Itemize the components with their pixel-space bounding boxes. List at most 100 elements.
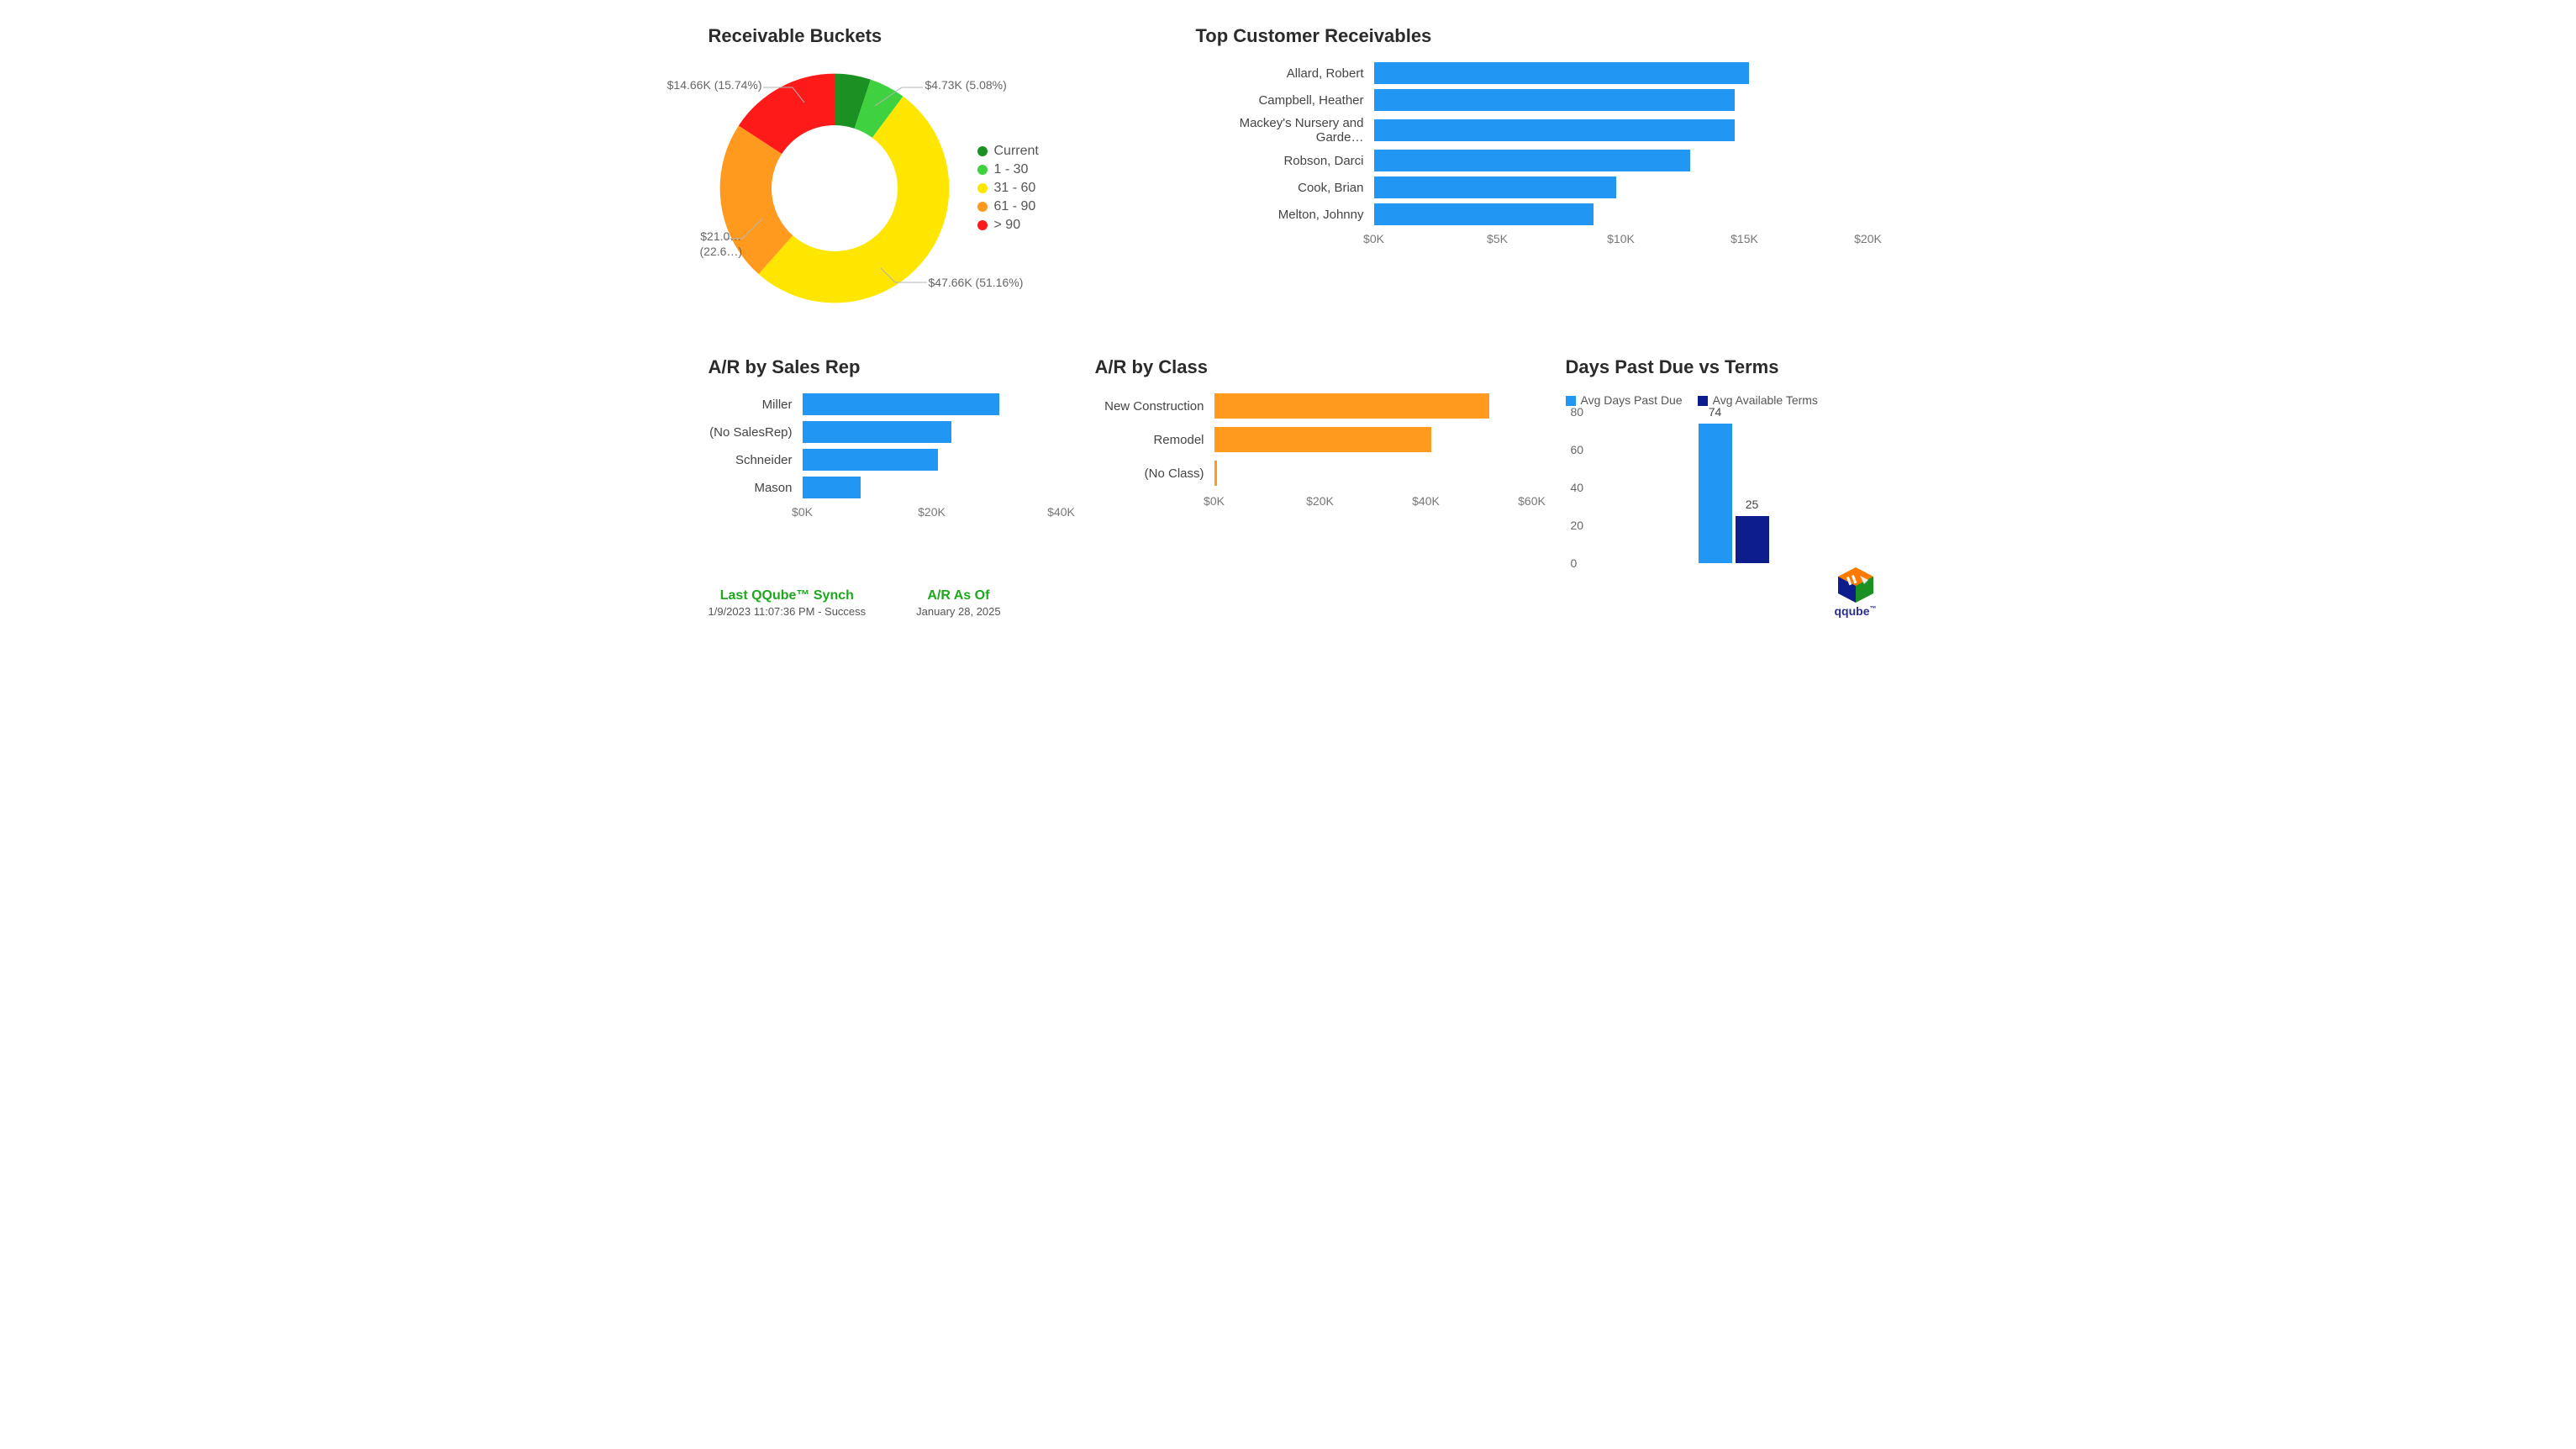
axis-tick: 80 (1571, 405, 1584, 419)
bar-label: Robson, Darci (1196, 154, 1374, 168)
donut-label-6190: $21.0… (22.6…) (700, 229, 743, 259)
class-bars: New Construction Remodel (No Class) (1095, 393, 1532, 486)
ar-salesrep-title: A/R by Sales Rep (709, 356, 1061, 378)
bar-fill[interactable] (1374, 150, 1690, 171)
footer-asof: A/R As Of January 28, 2025 (916, 588, 1000, 618)
axis-tick: $5K (1487, 232, 1508, 245)
bar-fill[interactable] (1374, 119, 1735, 141)
bar-row: Allard, Robert (1196, 62, 1868, 84)
legend-swatch-icon (1698, 396, 1708, 406)
ar-class-panel: A/R by Class New Construction Remodel (No … (1095, 348, 1532, 563)
bar-fill[interactable] (803, 393, 1000, 415)
dashboard: Receivable Buckets Current 1 - 30 31 - 60 6… (675, 0, 1902, 626)
bar-label: Campbell, Heather (1196, 93, 1374, 108)
top-customers-panel: Top Customer Receivables Allard, Robert C… (1196, 17, 1868, 314)
legend-item[interactable]: Current (977, 144, 1039, 159)
footer-synch-title: Last QQube™ Synch (709, 588, 867, 603)
legend-swatch-icon (977, 202, 988, 212)
bar-row: Melton, Johnny (1196, 203, 1868, 225)
axis-tick: $40K (1412, 494, 1440, 508)
bar-fill[interactable] (803, 477, 861, 498)
bar-fill[interactable] (1214, 427, 1431, 452)
days-column-chart: 0204060807425 (1599, 412, 1868, 563)
legend-label: > 90 (994, 218, 1021, 233)
column-value: 74 (1709, 405, 1722, 419)
axis-tick: 40 (1571, 481, 1584, 494)
footer-synch-value: 1/9/2023 11:07:36 PM - Success (709, 605, 867, 618)
ar-class-title: A/R by Class (1095, 356, 1532, 378)
donut-label-3160: $47.66K (51.16%) (929, 275, 1024, 290)
axis-tick: $20K (1306, 494, 1334, 508)
legend-label: Avg Days Past Due (1581, 393, 1683, 407)
column-bar[interactable]: 25 (1736, 516, 1769, 563)
column-bar[interactable]: 74 (1699, 424, 1732, 564)
days-title: Days Past Due vs Terms (1566, 356, 1868, 378)
footer: Last QQube™ Synch 1/9/2023 11:07:36 PM -… (709, 588, 1868, 618)
axis-tick: 0 (1571, 556, 1578, 570)
bar-label: Miller (709, 398, 803, 412)
bar-row: Schneider (709, 449, 1061, 471)
bar-label: (No Class) (1095, 466, 1214, 481)
legend-item[interactable]: > 90 (977, 218, 1039, 233)
legend-item[interactable]: 61 - 90 (977, 199, 1039, 214)
bar-label: Schneider (709, 453, 803, 467)
qqube-logo-icon (1835, 566, 1877, 604)
days-panel: Days Past Due vs Terms Avg Days Past Due… (1566, 348, 1868, 563)
donut-label-90plus: $14.66K (15.74%) (661, 77, 762, 92)
axis-tick: $0K (1204, 494, 1225, 508)
bar-row: Campbell, Heather (1196, 89, 1868, 111)
legend-swatch-icon (977, 220, 988, 230)
bar-label: Cook, Brian (1196, 181, 1374, 195)
bar-fill[interactable] (1214, 461, 1217, 486)
axis-tick: 20 (1571, 519, 1584, 532)
legend-label: 1 - 30 (994, 162, 1029, 177)
bar-fill[interactable] (1374, 203, 1594, 225)
axis-tick: $15K (1731, 232, 1758, 245)
column-value: 25 (1746, 498, 1759, 511)
qqube-logo: qqube™ (1835, 566, 1877, 618)
bar-label: (No SalesRep) (709, 425, 803, 440)
footer-asof-title: A/R As Of (916, 588, 1000, 603)
legend-swatch-icon (977, 165, 988, 175)
legend-item[interactable]: 31 - 60 (977, 181, 1039, 196)
bar-row: Mason (709, 477, 1061, 498)
receivable-buckets-panel: Receivable Buckets Current 1 - 30 31 - 60 6… (709, 17, 1146, 314)
bar-fill[interactable] (803, 421, 951, 443)
customers-axis: $0K$5K$10K$15K$20K (1374, 232, 1868, 249)
receivable-buckets-title: Receivable Buckets (709, 25, 1146, 47)
axis-tick: $20K (918, 505, 946, 519)
top-row: Receivable Buckets Current 1 - 30 31 - 60 6… (709, 17, 1868, 314)
legend-label: Avg Available Terms (1713, 393, 1818, 407)
bar-row: (No Class) (1095, 461, 1532, 486)
ar-salesrep-panel: A/R by Sales Rep Miller (No SalesRep) Schn… (709, 348, 1061, 563)
legend-item[interactable]: 1 - 30 (977, 162, 1039, 177)
donut-chart (709, 62, 961, 314)
bar-row: Robson, Darci (1196, 150, 1868, 171)
axis-tick: 60 (1571, 443, 1584, 456)
bar-label: Melton, Johnny (1196, 208, 1374, 222)
bar-row: New Construction (1095, 393, 1532, 419)
bar-row: Miller (709, 393, 1061, 415)
bar-fill[interactable] (1374, 177, 1616, 198)
footer-synch: Last QQube™ Synch 1/9/2023 11:07:36 PM -… (709, 588, 867, 618)
qqube-logo-text: qqube™ (1835, 604, 1877, 618)
bar-fill[interactable] (803, 449, 939, 471)
axis-tick: $10K (1607, 232, 1635, 245)
bar-row: Remodel (1095, 427, 1532, 452)
legend-swatch-icon (977, 183, 988, 193)
bar-fill[interactable] (1374, 89, 1735, 111)
bar-row: Cook, Brian (1196, 177, 1868, 198)
bar-fill[interactable] (1374, 62, 1750, 84)
bar-label: Mason (709, 481, 803, 495)
customers-bars: Allard, RobertCampbell, HeatherMackey's … (1196, 62, 1868, 225)
footer-asof-value: January 28, 2025 (916, 605, 1000, 618)
bottom-row: A/R by Sales Rep Miller (No SalesRep) Schn… (709, 348, 1868, 563)
legend-label: Current (994, 144, 1039, 159)
top-customers-title: Top Customer Receivables (1196, 25, 1868, 47)
donut-label-current: $4.73K (5.08%) (925, 77, 1007, 92)
axis-tick: $0K (1363, 232, 1384, 245)
legend-label: 61 - 90 (994, 199, 1036, 214)
axis-tick: $20K (1854, 232, 1882, 245)
donut-legend: Current 1 - 30 31 - 60 61 - 90 > 90 (977, 140, 1039, 236)
bar-fill[interactable] (1214, 393, 1490, 419)
